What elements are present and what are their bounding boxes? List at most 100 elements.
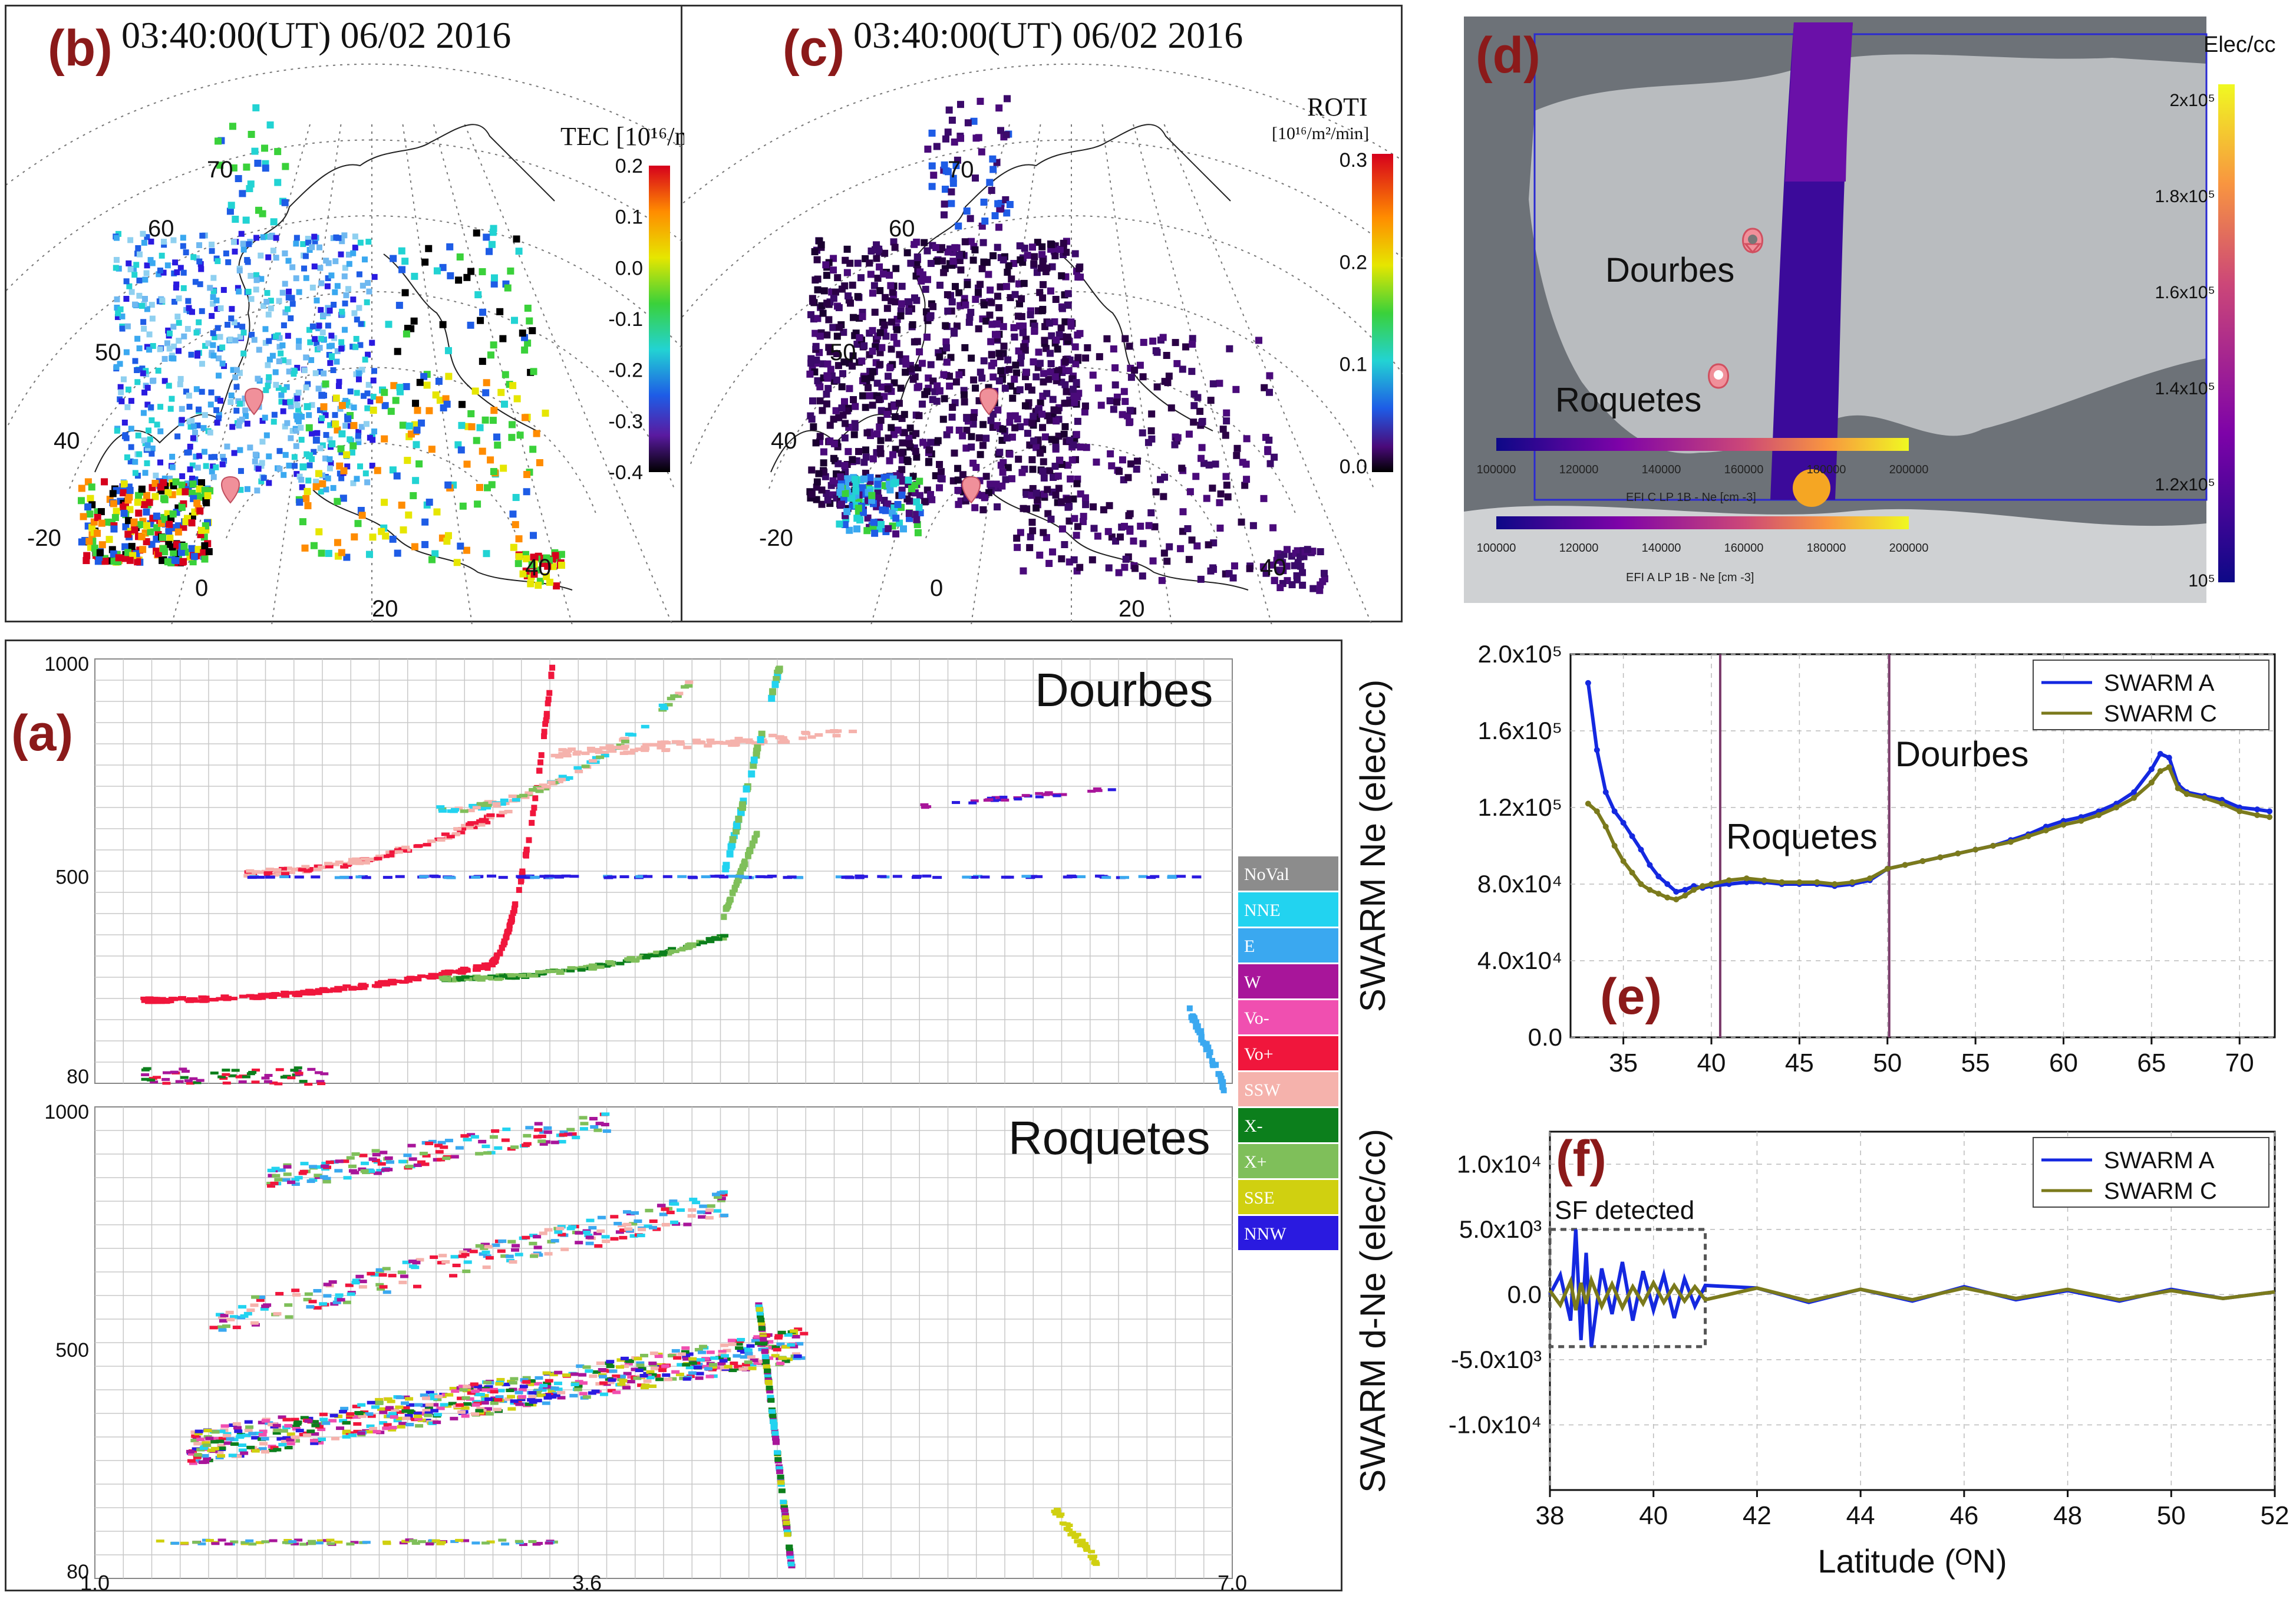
data-pixel — [318, 550, 325, 557]
data-pixel — [134, 558, 141, 565]
ionogram-echo — [234, 1429, 242, 1433]
data-pixel — [315, 470, 322, 477]
data-pixel — [907, 260, 914, 267]
data-pixel — [967, 215, 974, 222]
data-pixel — [318, 392, 325, 399]
ionogram-echo — [398, 1422, 407, 1425]
data-pixel — [820, 449, 827, 456]
data-pixel — [1137, 523, 1144, 530]
data-pixel — [1000, 323, 1007, 330]
ionogram-echo — [497, 950, 503, 955]
ionogram-echo — [473, 977, 481, 980]
ionogram-echo — [322, 1422, 330, 1425]
ionogram-echo — [673, 1356, 681, 1360]
ionogram-echo — [258, 996, 266, 1000]
data-pixel — [925, 459, 932, 466]
data-pixel — [218, 305, 224, 311]
ionogram-echo — [153, 1076, 161, 1079]
data-pixel — [838, 404, 845, 411]
data-pixel — [983, 473, 990, 480]
data-pixel — [474, 291, 481, 298]
data-pixel — [138, 533, 145, 540]
data-pixel — [1210, 380, 1217, 387]
data-pixel — [157, 428, 163, 434]
data-pixel — [141, 326, 147, 332]
data-pixel — [1223, 473, 1230, 480]
data-pixel — [325, 550, 332, 557]
data-pixel — [209, 248, 215, 254]
ionogram-echo — [596, 1229, 605, 1233]
ionogram-echo — [510, 1145, 519, 1149]
ionogram-echo — [603, 1129, 611, 1133]
data-pixel — [195, 464, 201, 470]
ionogram-echo — [471, 876, 480, 879]
data-pixel — [962, 238, 969, 245]
data-pixel — [256, 347, 262, 352]
ionogram-echo — [922, 875, 931, 878]
data-pixel — [263, 299, 269, 305]
data-pixel — [810, 423, 817, 430]
ionogram-echo — [536, 768, 542, 774]
data-pixel — [293, 240, 299, 246]
ionogram-echo — [527, 1398, 535, 1402]
data-pixel — [169, 454, 175, 460]
data-pixel — [978, 149, 985, 156]
data-pixel — [315, 528, 322, 535]
data-pixel — [118, 390, 124, 395]
data-pixel — [347, 436, 352, 442]
roti-map-title: 03:40:00(UT) 06/02 2016 — [853, 14, 1243, 56]
data-pixel — [203, 463, 209, 469]
ionogram-echo — [451, 1155, 459, 1159]
data-pixel — [856, 334, 863, 341]
data-pixel — [952, 283, 959, 290]
data-pixel — [193, 500, 200, 507]
data-pixel — [885, 373, 892, 380]
ionogram-echo — [398, 1281, 407, 1284]
data-pixel — [367, 435, 373, 441]
ionogram-echo — [684, 947, 692, 950]
data-pixel — [167, 346, 173, 352]
data-pixel — [951, 139, 958, 146]
ionogram-echo — [640, 1354, 648, 1357]
ionogram-echo — [319, 1418, 328, 1421]
data-pixel — [127, 557, 134, 564]
data-pixel — [277, 448, 283, 454]
data-pixel — [994, 293, 1001, 300]
data-pixel — [339, 402, 346, 409]
data-pixel — [929, 303, 936, 310]
data-pixel — [234, 384, 240, 390]
data-pixel — [850, 396, 857, 403]
ionogram-echo — [701, 875, 711, 878]
data-pixel — [1024, 252, 1031, 259]
data-pixel — [869, 401, 876, 408]
data-pixel — [78, 497, 85, 504]
colorbar-tick-label: 200000 — [1889, 463, 1929, 476]
ionogram-echo — [558, 748, 566, 751]
ionogram-echo — [354, 858, 362, 862]
data-pixel — [406, 423, 413, 430]
data-pixel — [1004, 269, 1011, 276]
data-pixel — [216, 355, 222, 361]
data-pixel — [174, 433, 180, 439]
data-pixel — [127, 487, 134, 494]
data-pixel — [479, 268, 486, 275]
ionogram-echo — [511, 1248, 519, 1252]
data-pixel — [842, 434, 849, 441]
data-pixel — [1261, 495, 1268, 502]
ionogram-echo — [199, 999, 207, 1003]
ionogram-echo — [273, 1312, 281, 1316]
ionogram-echo — [440, 1403, 448, 1406]
ionogram-echo — [274, 1082, 282, 1085]
data-pixel — [972, 134, 979, 141]
data-pixel — [961, 398, 968, 406]
data-pixel — [1154, 383, 1161, 390]
data-pixel — [236, 289, 242, 295]
data-pixel — [861, 375, 868, 383]
longitude-label: 40 — [525, 555, 552, 581]
ionogram-echo — [681, 1346, 690, 1350]
data-pixel — [143, 522, 150, 529]
ionogram-echo — [442, 970, 450, 974]
data-pixel — [136, 278, 142, 284]
ionogram-echo — [621, 1357, 629, 1360]
ionogram-echo — [655, 1377, 664, 1381]
